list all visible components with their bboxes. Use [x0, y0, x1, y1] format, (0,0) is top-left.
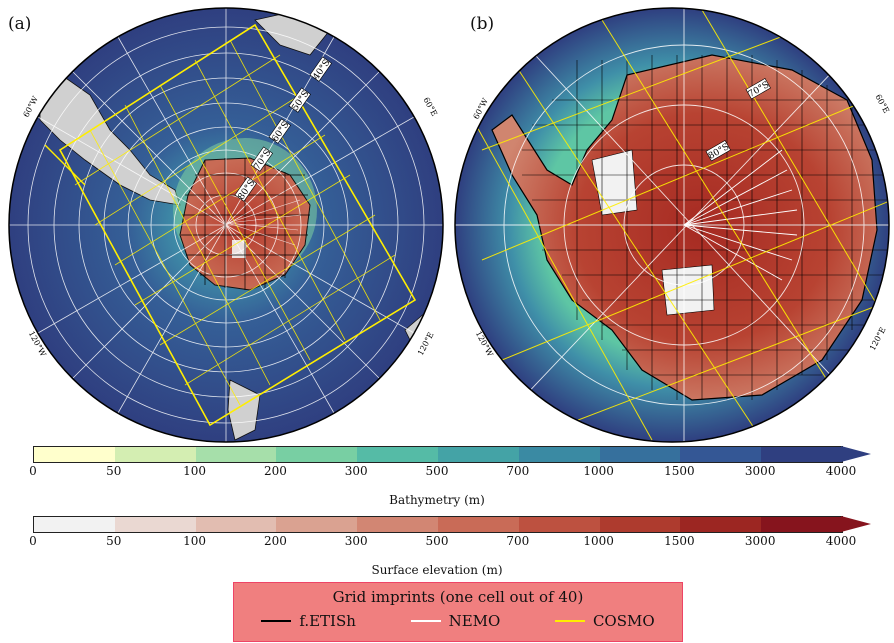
elevation-tick-7: 1000 — [583, 534, 614, 548]
elevation-segment-7 — [599, 517, 681, 532]
elevation-colorbar-ticks: 0 50 100 200 300 500 700 1000 1500 3000 4000 — [29, 533, 856, 549]
bathymetry-segment-7 — [599, 447, 681, 462]
elevation-tick-9: 3000 — [744, 534, 776, 548]
legend-item-nemo: NEMO — [410, 612, 501, 630]
elevation-tick-1: 50 — [106, 534, 122, 548]
legend-item-fetish: f.ETISh — [261, 612, 356, 630]
bathymetry-tick-10: 4000 — [825, 464, 857, 478]
bathymetry-tick-5: 500 — [425, 464, 449, 478]
elevation-segment-4 — [357, 517, 438, 532]
elevation-tick-2: 100 — [183, 534, 207, 548]
elevation-tick-3: 200 — [263, 534, 287, 548]
bathymetry-tick-3: 200 — [263, 464, 287, 478]
ross-ice-shelf — [661, 264, 715, 316]
legend-label-fetish: f.ETISh — [299, 612, 356, 630]
legend-title: Grid imprints (one cell out of 40) — [332, 588, 584, 606]
elevation-colorbar-bar — [33, 516, 843, 533]
bathymetry-colorbar-label: Bathymetry (m) — [389, 493, 485, 507]
bathymetry-colorbar: 0 50 100 200 300 500 700 1000 1500 3000 4000 Bathy… — [29, 446, 881, 507]
lon-label-a-60w: 60°W — [22, 94, 41, 119]
elevation-segment-3 — [276, 517, 358, 532]
bathymetry-tick-4: 300 — [344, 464, 368, 478]
bathymetry-colorbar-bar — [33, 446, 843, 463]
elevation-segment-6 — [518, 517, 600, 532]
cosmo-domain-outline — [58, 23, 417, 427]
legend-item-cosmo: COSMO — [554, 612, 655, 630]
bathymetry-tick-8: 1500 — [664, 464, 695, 478]
map-panel-a: 40°S 50°S 60°S 70°S 80°S 60°W 60°E 120°W… — [8, 7, 444, 443]
bathymetry-segment-6 — [518, 447, 600, 462]
elevation-segment-9 — [761, 517, 842, 532]
elevation-colorbar-extend-arrow — [841, 516, 871, 532]
lon-label-b-120e: 120°E — [868, 325, 888, 352]
lon-label-a-60e: 60°E — [422, 96, 439, 118]
elevation-tick-0: 0 — [29, 534, 37, 548]
bathymetry-tick-0: 0 — [29, 464, 37, 478]
bathymetry-colorbar-extend-arrow — [841, 446, 871, 462]
elevation-colorbar: 0 50 100 200 300 500 700 1000 1500 3000 4000 Surfa… — [29, 516, 881, 577]
elevation-colorbar-label: Surface elevation (m) — [371, 563, 503, 577]
legend-label-cosmo: COSMO — [592, 612, 655, 630]
elevation-tick-5: 500 — [425, 534, 449, 548]
bathymetry-segment-9 — [761, 447, 842, 462]
bathymetry-segment-2 — [195, 447, 277, 462]
grid-legend: Grid imprints (one cell out of 40) f.ETI… — [233, 582, 683, 642]
panel-b-label: (b) — [470, 14, 495, 34]
bathymetry-segment-3 — [276, 447, 358, 462]
bathymetry-segment-4 — [357, 447, 438, 462]
elevation-tick-6: 700 — [506, 534, 530, 548]
bathymetry-colorbar-ticks: 0 50 100 200 300 500 700 1000 1500 3000 4000 — [29, 463, 856, 479]
elevation-segment-8 — [680, 517, 762, 532]
bathymetry-segment-8 — [680, 447, 762, 462]
bathymetry-segment-5 — [437, 447, 519, 462]
elevation-segment-5 — [437, 517, 519, 532]
bathymetry-segment-0 — [34, 447, 115, 462]
bathymetry-tick-1: 50 — [106, 464, 122, 478]
bathymetry-tick-6: 700 — [506, 464, 530, 478]
elevation-segment-0 — [34, 517, 115, 532]
elevation-segment-1 — [114, 517, 196, 532]
bathymetry-tick-2: 100 — [183, 464, 207, 478]
elevation-tick-8: 1500 — [664, 534, 695, 548]
legend-swatch-cosmo — [554, 620, 585, 622]
elevation-tick-4: 300 — [344, 534, 368, 548]
map-panel-b: 70°S 80°S 60°W 60°E 120°W 120°E — [454, 7, 891, 443]
bathymetry-tick-9: 3000 — [744, 464, 776, 478]
panel-a-label: (a) — [8, 14, 32, 34]
lon-label-a-120e: 120°E — [416, 330, 436, 357]
elevation-tick-10: 4000 — [825, 534, 857, 548]
bathymetry-tick-7: 1000 — [583, 464, 614, 478]
legend-label-nemo: NEMO — [448, 612, 501, 630]
elevation-segment-2 — [195, 517, 277, 532]
bathymetry-segment-1 — [114, 447, 196, 462]
legend-swatch-fetish — [261, 620, 292, 622]
legend-swatch-nemo — [410, 620, 441, 622]
lon-label-b-60e: 60°E — [874, 93, 891, 115]
